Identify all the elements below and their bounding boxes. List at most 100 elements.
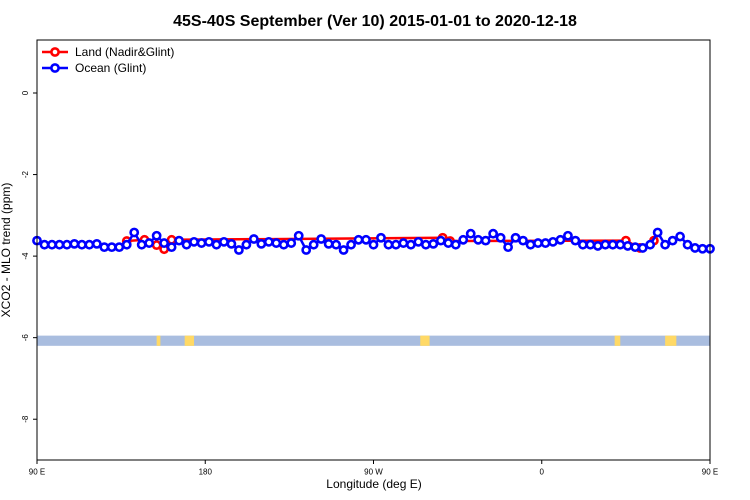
land-point-2 [151, 240, 162, 251]
ocean-point-45 [368, 239, 379, 250]
ocean-point-83 [652, 227, 663, 238]
y-tick-label-2: -4 [21, 252, 30, 260]
ocean-point-8 [91, 238, 102, 249]
ocean-point-70 [555, 234, 566, 245]
ocean-point-27 [233, 245, 244, 255]
land-band-4 [665, 335, 677, 346]
ocean-point-77 [607, 239, 618, 250]
legend-marker-land [50, 47, 60, 57]
ocean-point-82 [645, 239, 656, 250]
ocean-point-59 [473, 234, 484, 245]
legend: Land (Nadir&Glint) Ocean (Glint) [42, 45, 174, 75]
ocean-point-23 [204, 236, 214, 247]
chart-title: 45S-40S September (Ver 10) 2015-01-01 to… [173, 13, 577, 30]
x-axis-label: Longitude (deg E) [326, 477, 421, 491]
ocean-point-26 [226, 238, 237, 249]
ocean-point-39 [323, 238, 334, 249]
ocean-point-19 [174, 235, 184, 246]
ocean-point-78 [615, 239, 626, 250]
x-tick-label-4: 90 E [702, 468, 718, 477]
ocean-point-40 [331, 239, 342, 250]
ocean-point-89 [697, 243, 708, 254]
ocean-point-72 [570, 235, 581, 246]
ocean-point-50 [405, 239, 416, 250]
ocean-band [37, 335, 710, 346]
ocean-point-33 [278, 239, 289, 250]
ocean-point-79 [622, 241, 633, 251]
ocean-point-64 [510, 232, 521, 243]
ocean-point-56 [450, 239, 461, 250]
ocean-point-84 [660, 239, 671, 250]
ocean-point-67 [533, 238, 543, 248]
y-axis: 0 -2 -4 -6 -8 [21, 90, 37, 423]
ocean-point-63 [503, 242, 513, 253]
legend-label-ocean: Ocean (Glint) [75, 61, 146, 75]
ocean-point-44 [361, 234, 371, 245]
y-axis-label: XCO2 - MLO trend (ppm) [0, 183, 13, 318]
ocean-point-54 [435, 235, 446, 246]
ocean-point-6 [76, 239, 87, 250]
ocean-point-30 [256, 238, 267, 249]
ocean-point-3 [54, 239, 65, 250]
ocean-point-60 [480, 235, 491, 246]
ocean-point-25 [219, 236, 229, 247]
ocean-point-85 [667, 235, 678, 246]
ocean-point-10 [106, 242, 117, 253]
ocean-point-38 [316, 234, 327, 244]
ocean-point-7 [84, 239, 95, 250]
ocean-point-31 [263, 236, 274, 247]
ocean-point-66 [525, 239, 536, 250]
ocean-point-17 [159, 238, 170, 248]
ocean-point-20 [181, 239, 192, 250]
ocean-point-53 [428, 238, 439, 249]
x-tick-label-3: 0 [540, 468, 545, 477]
ocean-point-5 [69, 238, 80, 249]
ocean-point-74 [585, 239, 596, 250]
ocean-point-9 [99, 242, 110, 253]
ocean-point-61 [488, 228, 499, 239]
y-tick-label-4: -8 [21, 415, 30, 423]
series-layer [32, 227, 715, 255]
ocean-point-75 [592, 241, 603, 251]
ocean-point-88 [690, 243, 700, 253]
y-tick-label-0: 0 [21, 90, 30, 95]
ocean-point-11 [114, 242, 125, 253]
ocean-point-1 [39, 239, 50, 250]
x-tick-label-0: 90 E [29, 468, 45, 477]
ocean-point-41 [338, 245, 349, 255]
ocean-point-2 [47, 239, 57, 250]
ocean-point-29 [248, 234, 259, 244]
ocean-point-76 [600, 239, 611, 250]
y-tick-label-3: -6 [21, 334, 30, 342]
ocean-point-15 [144, 238, 155, 248]
ocean-point-86 [675, 231, 685, 242]
y-tick-label-1: -2 [21, 170, 30, 178]
ocean-point-43 [353, 234, 364, 245]
ocean-point-4 [62, 239, 72, 250]
ocean-point-35 [293, 230, 304, 241]
legend-label-land: Land (Nadir&Glint) [75, 45, 174, 59]
ocean-point-16 [151, 230, 162, 241]
ocean-point-42 [346, 239, 356, 250]
ocean-point-18 [166, 242, 177, 253]
ocean-point-12 [121, 239, 132, 250]
ocean-point-69 [548, 236, 558, 247]
ocean-point-24 [211, 239, 222, 250]
ocean-point-21 [189, 236, 199, 247]
land-band-0 [156, 335, 161, 346]
ocean-point-34 [286, 238, 297, 248]
x-tick-label-2: 90 W [364, 468, 383, 477]
ocean-point-55 [443, 238, 454, 248]
ocean-point-81 [637, 243, 648, 253]
plot-frame [36, 39, 711, 461]
ocean-point-51 [413, 236, 424, 247]
ocean-point-48 [391, 239, 401, 250]
ocean-point-13 [129, 227, 140, 238]
ocean-point-36 [301, 245, 312, 255]
ocean-point-46 [376, 232, 386, 243]
ocean-point-22 [196, 238, 207, 248]
ocean-point-87 [682, 239, 693, 250]
ocean-point-52 [420, 239, 431, 250]
ocean-point-28 [241, 239, 252, 250]
